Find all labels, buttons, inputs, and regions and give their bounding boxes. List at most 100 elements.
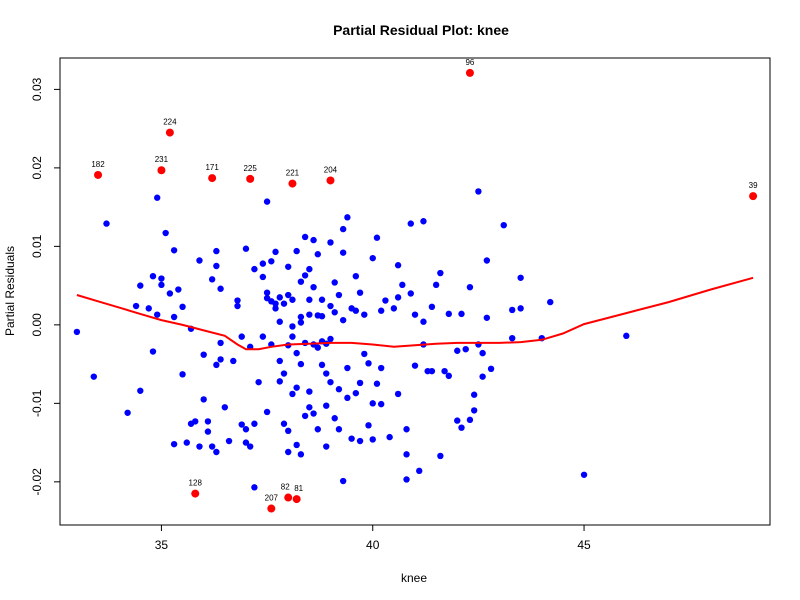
data-point: [483, 314, 491, 321]
plot-frame: [59, 57, 771, 526]
data-point: [323, 443, 330, 450]
data-point: [221, 404, 229, 411]
data-point: [276, 294, 283, 301]
data-point: [327, 302, 334, 310]
data-point: [331, 309, 338, 316]
data-point: [272, 248, 279, 256]
data-point: [399, 281, 406, 289]
data-point: [297, 319, 305, 326]
outlier-label: 96: [465, 58, 474, 67]
outlier-point: [749, 192, 758, 201]
data-point: [382, 297, 389, 304]
data-point: [213, 247, 220, 255]
data-point: [162, 229, 169, 237]
y-axis-label: Partial Residuals: [3, 246, 17, 336]
data-point: [416, 467, 423, 475]
outlier-point: [208, 174, 217, 183]
data-point: [369, 400, 376, 407]
data-point: [154, 194, 161, 201]
data-point: [407, 220, 414, 227]
data-point: [213, 361, 220, 369]
outlier-label: 231: [155, 155, 169, 164]
y-tick-label: -0.02: [30, 468, 44, 496]
data-point: [339, 225, 347, 233]
data-point: [255, 378, 262, 386]
data-point: [479, 349, 486, 357]
data-point: [259, 260, 267, 267]
data-point: [242, 426, 250, 433]
data-point: [437, 269, 444, 277]
data-point: [293, 441, 300, 449]
x-tick-label: 40: [366, 538, 380, 552]
data-point: [263, 289, 271, 296]
outlier-point: [94, 170, 103, 179]
data-point: [517, 305, 524, 312]
data-point: [306, 311, 313, 318]
data-point: [369, 254, 376, 262]
data-point: [179, 371, 186, 378]
data-point: [280, 420, 288, 427]
data-point: [297, 360, 305, 368]
x-axis: 35 40 45: [155, 524, 591, 552]
data-point: [348, 435, 355, 442]
data-point: [204, 428, 212, 435]
y-tick-label: 0.02: [30, 156, 44, 180]
data-point: [377, 307, 385, 314]
data-point: [285, 291, 292, 299]
smooth-line: [76, 276, 754, 351]
data-point: [149, 272, 157, 280]
data-points: [73, 188, 630, 491]
data-point: [411, 362, 419, 369]
data-point: [310, 410, 317, 417]
data-point: [361, 311, 368, 318]
data-point: [204, 418, 212, 425]
data-point: [170, 440, 178, 448]
data-point: [289, 390, 296, 398]
data-point: [475, 188, 482, 195]
data-point: [301, 233, 309, 241]
data-point: [154, 311, 161, 318]
data-point: [470, 407, 478, 414]
data-point: [200, 351, 207, 358]
data-point: [352, 307, 360, 314]
chart-title: Partial Residual Plot: knee: [333, 22, 509, 38]
outlier-point: [267, 504, 276, 513]
data-point: [192, 418, 199, 425]
data-point: [268, 258, 275, 265]
smooth-curve-layer: [76, 276, 754, 351]
outlier-point: [284, 493, 293, 502]
data-point: [373, 234, 381, 241]
data-point: [356, 437, 364, 445]
data-point: [259, 273, 267, 281]
data-point: [242, 245, 250, 252]
data-point: [208, 276, 216, 283]
data-point: [365, 360, 372, 367]
data-point: [200, 396, 207, 403]
data-point: [251, 420, 258, 427]
data-point: [310, 283, 317, 291]
data-point: [356, 379, 364, 387]
data-point: [297, 451, 305, 458]
data-point: [285, 263, 292, 270]
data-point: [344, 214, 351, 221]
data-point: [331, 279, 338, 286]
data-point: [213, 262, 220, 270]
data-point: [623, 332, 630, 340]
data-point: [407, 290, 414, 297]
outlier-point: [288, 179, 297, 188]
data-point: [318, 313, 326, 320]
data-point: [509, 306, 516, 314]
data-point: [306, 404, 313, 411]
y-tick-label: -0.01: [30, 389, 44, 417]
data-point: [149, 348, 157, 355]
x-tick-label: 45: [577, 538, 591, 552]
data-point: [352, 272, 360, 280]
data-point: [437, 452, 444, 460]
data-point: [170, 313, 178, 321]
data-point: [339, 477, 347, 485]
outlier-point: [191, 489, 200, 498]
data-point: [272, 305, 279, 312]
data-point: [301, 272, 309, 279]
y-axis: -0.02 -0.01 0.00 0.01 0.02 0.03: [30, 77, 61, 496]
